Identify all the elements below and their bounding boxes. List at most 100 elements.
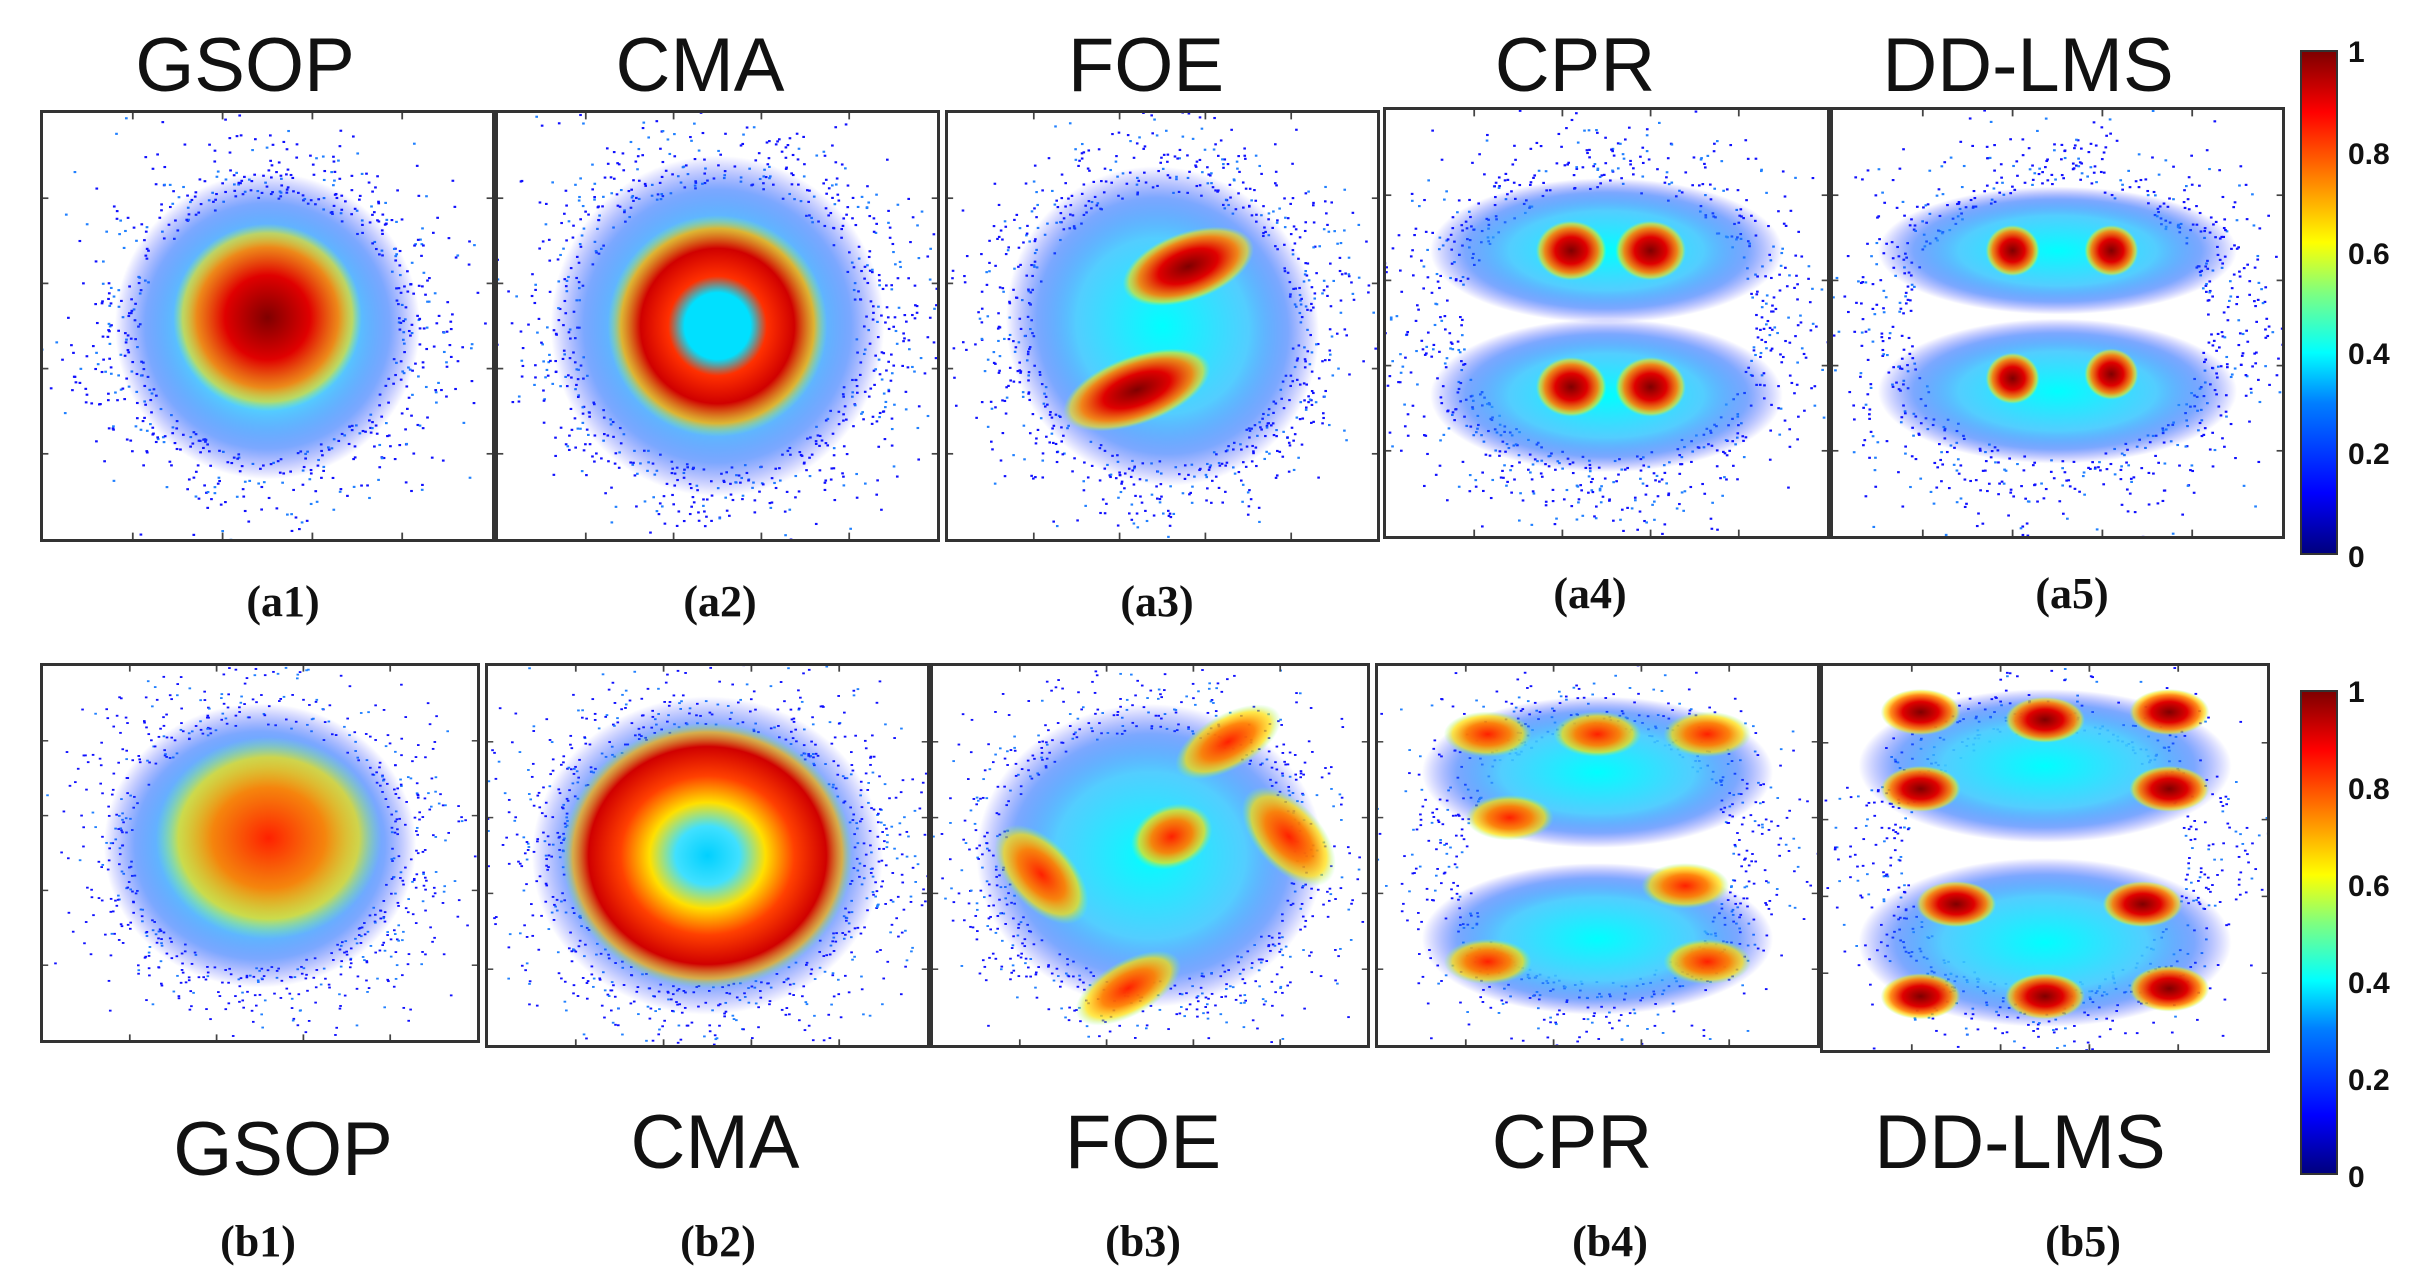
density-blob (562, 722, 853, 989)
density-blob (1130, 803, 1213, 870)
density-blob (1430, 318, 1783, 473)
density-blob (607, 215, 828, 437)
title-a5: DD-LMS (1882, 23, 2174, 108)
cbar-bottom-tick-06: 0.6 (2348, 870, 2390, 903)
density-blob (1535, 220, 1607, 281)
density-blob (1443, 711, 1532, 757)
heatmap-b1 (43, 666, 477, 1040)
axis-ticks (1833, 110, 2282, 536)
panel-a1 (40, 110, 495, 542)
density-blob (2129, 965, 2210, 1012)
density-blob (2005, 973, 2085, 1020)
title-b1: GSOP (173, 1107, 393, 1192)
cbar-top-tick-0: 0 (2348, 541, 2365, 574)
axis-ticks (43, 113, 492, 539)
label-a4: (a4) (1553, 569, 1627, 618)
density-blob (1615, 357, 1686, 417)
axis-ticks (933, 666, 1367, 1045)
axis-ticks (43, 666, 477, 1040)
density-blob (1553, 711, 1642, 757)
axis-ticks (498, 113, 937, 539)
axis-ticks (1823, 666, 2267, 1050)
label-b1: (b1) (220, 1217, 296, 1266)
density-blob (1877, 186, 2238, 315)
cbar-bottom-tick-02: 0.2 (2348, 1064, 2390, 1097)
colorbar-bottom (2300, 690, 2338, 1175)
density-blob (1663, 711, 1752, 757)
label-b3: (b3) (1105, 1217, 1181, 1266)
density-blob (1075, 950, 1182, 1026)
axis-ticks (948, 113, 1377, 539)
panel-b1 (40, 663, 480, 1043)
title-a4: CPR (1494, 23, 1656, 108)
cbar-bottom-tick-0: 0 (2348, 1161, 2365, 1194)
title-b2: CMA (630, 1100, 800, 1185)
panel-b4 (1375, 663, 1820, 1048)
label-a3: (a3) (1120, 577, 1194, 626)
density-blob (1122, 226, 1254, 306)
cbar-top-tick-04: 0.4 (2348, 338, 2390, 371)
panel-a2 (495, 110, 940, 542)
heatmap-b5 (1823, 666, 2267, 1050)
heatmap-a1 (43, 113, 492, 539)
panel-b3 (930, 663, 1370, 1048)
cbar-bottom-tick-04: 0.4 (2348, 967, 2390, 1000)
panel-b5 (1820, 663, 2270, 1053)
panel-a3 (945, 110, 1380, 542)
title-b5: DD-LMS (1874, 1100, 2166, 1185)
density-blob (1443, 938, 1532, 985)
density-blob (2102, 881, 2183, 928)
density-blob (173, 223, 362, 412)
label-a2: (a2) (683, 577, 757, 626)
title-a3: FOE (1067, 23, 1225, 108)
density-blob (1063, 348, 1211, 432)
axis-ticks (1378, 666, 1817, 1045)
density-blob (1615, 220, 1686, 281)
label-a5: (a5) (2035, 569, 2109, 618)
heatmap-b2 (488, 666, 927, 1045)
density-blob (1858, 689, 2232, 843)
density-blob (1985, 352, 2040, 404)
density-blob (1985, 225, 2040, 277)
density-blob (994, 824, 1089, 925)
density-blob (1663, 938, 1752, 985)
panel-a5 (1830, 107, 2285, 539)
label-b4: (b4) (1572, 1217, 1648, 1266)
density-blob (1641, 863, 1730, 909)
density-blob (1175, 704, 1281, 780)
cbar-top-tick-02: 0.2 (2348, 438, 2390, 471)
density-blob (1880, 765, 1961, 812)
density-blob (2084, 225, 2139, 277)
density-blob (1877, 318, 2238, 464)
density-blob (2084, 348, 2139, 400)
density-blob (1535, 357, 1607, 417)
heatmap-b3 (933, 666, 1367, 1045)
axis-ticks (488, 666, 927, 1045)
panel-a4 (1383, 107, 1830, 539)
heatmap-b4 (1378, 666, 1817, 1045)
density-blob (1005, 166, 1320, 486)
title-a1: GSOP (135, 23, 355, 108)
title-a2: CMA (615, 23, 785, 108)
panel-b2 (485, 663, 930, 1048)
density-blob (1880, 973, 1961, 1020)
density-blob (1465, 794, 1554, 841)
title-b4: CPR (1491, 1100, 1653, 1185)
density-blob (2129, 689, 2210, 736)
title-b3: FOE (1064, 1100, 1222, 1185)
heatmap-a3 (948, 113, 1377, 539)
colorbar-top (2300, 50, 2338, 555)
density-blob (2129, 765, 2210, 812)
cbar-top-tick-06: 0.6 (2348, 238, 2390, 271)
cbar-top-tick-1: 1 (2348, 36, 2365, 69)
cbar-bottom-tick-08: 0.8 (2348, 773, 2390, 806)
label-b5: (b5) (2045, 1217, 2121, 1266)
cbar-top-tick-08: 0.8 (2348, 138, 2390, 171)
axis-ticks (1386, 110, 1827, 536)
heatmap-a5 (1833, 110, 2282, 536)
density-blob (1880, 689, 1961, 736)
heatmap-a2 (498, 113, 937, 539)
density-blob (1916, 881, 1997, 928)
label-b2: (b2) (680, 1217, 756, 1266)
heatmap-a4 (1386, 110, 1827, 536)
